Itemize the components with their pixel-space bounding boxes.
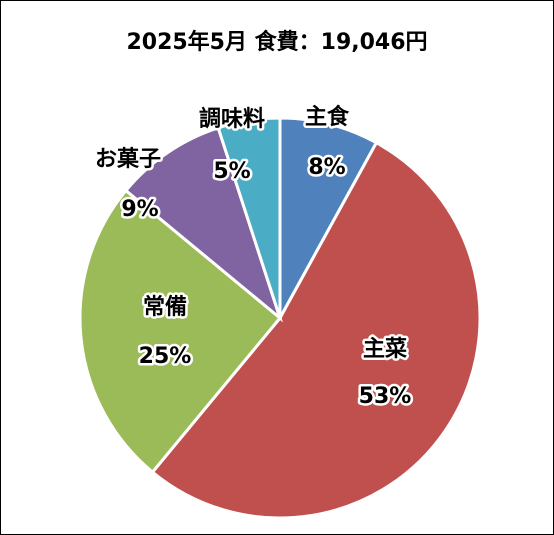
slice-value-label: 53%: [359, 384, 412, 409]
pie-slice: [123, 125, 284, 323]
slice-value-label: 25%: [139, 344, 192, 369]
slice-value-label: 5%: [213, 159, 250, 184]
pie-slice: [150, 140, 482, 520]
slice-label: 主食: [305, 104, 350, 130]
pie-slice: [78, 188, 283, 475]
slice-value-label: 8%: [308, 155, 345, 180]
pie-slice: [278, 116, 379, 319]
slice-label: 調味料: [199, 106, 265, 132]
slice-label: 主菜: [363, 337, 407, 362]
chart-title: 2025年5月 食費：19,046円: [126, 29, 427, 55]
slice-label: 常備: [143, 294, 187, 320]
slice-label: お菓子: [95, 146, 161, 172]
pie-slice: [216, 116, 282, 319]
slice-value-label: 9%: [121, 197, 158, 222]
